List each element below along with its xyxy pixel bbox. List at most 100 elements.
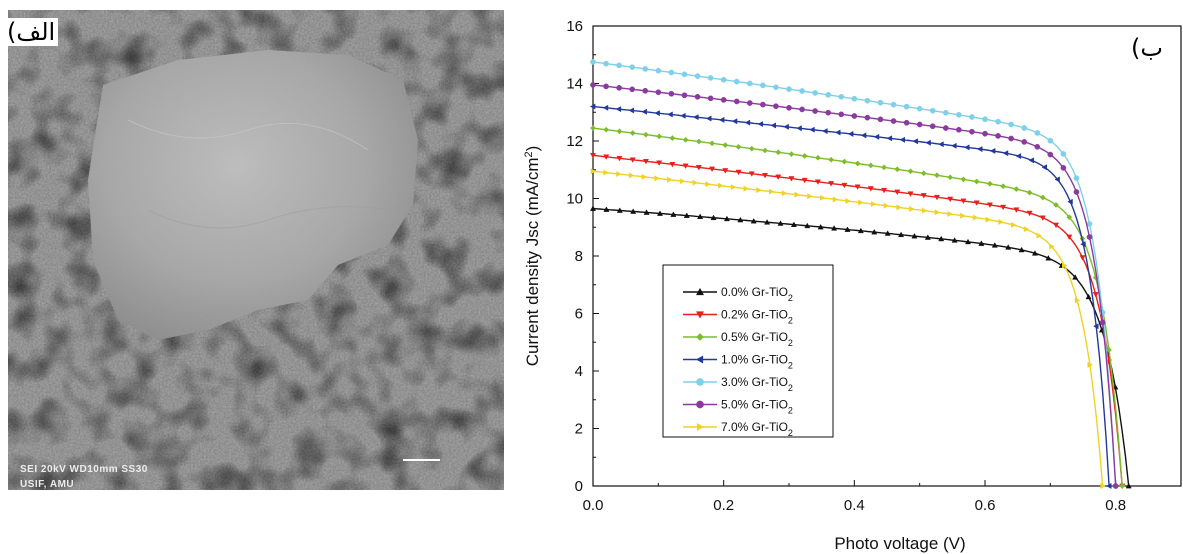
data-point-marker — [912, 138, 918, 145]
legend-item: 0.2% Gr-TiO2 — [683, 308, 793, 326]
data-point-marker — [709, 140, 716, 147]
data-point-marker — [1060, 151, 1067, 157]
data-point-marker — [960, 176, 967, 183]
data-point-marker — [1093, 323, 1099, 330]
data-point-marker — [934, 172, 940, 179]
legend-item: 7.0% Gr-TiO2 — [683, 420, 793, 438]
data-point-marker — [832, 196, 839, 203]
data-point-marker — [1041, 164, 1047, 171]
data-point-marker — [1047, 137, 1054, 144]
data-point-marker — [985, 216, 992, 223]
data-point-marker — [722, 142, 729, 149]
data-point-marker — [911, 232, 918, 239]
data-point-marker — [707, 75, 714, 81]
data-point-marker — [590, 125, 596, 132]
data-point-marker — [654, 175, 660, 182]
data-point-marker — [884, 230, 891, 236]
data-point-marker — [722, 168, 729, 174]
data-point-marker — [655, 89, 662, 96]
data-point-marker — [867, 186, 874, 192]
data-point-marker — [951, 237, 958, 243]
data-point-marker — [864, 114, 871, 121]
data-point-marker — [916, 121, 923, 128]
data-point-marker — [1045, 255, 1052, 261]
data-point-marker — [964, 144, 970, 151]
data-point-marker — [822, 128, 828, 135]
data-point-marker — [696, 378, 704, 386]
data-point-marker — [1086, 234, 1093, 240]
data-point-marker — [656, 160, 663, 166]
data-point-marker — [603, 154, 610, 160]
data-point-marker — [681, 71, 688, 78]
legend-label-subscript: 2 — [788, 383, 793, 393]
data-point-marker — [1023, 226, 1030, 233]
y-tick-label: 12 — [566, 133, 583, 150]
data-point-marker — [877, 99, 884, 106]
data-point-marker — [720, 76, 727, 83]
data-point-marker — [969, 128, 975, 135]
data-point-marker — [669, 161, 676, 168]
data-point-marker — [1099, 319, 1106, 326]
data-point-marker — [693, 114, 699, 121]
data-point-marker — [589, 153, 597, 159]
data-point-marker — [864, 97, 871, 104]
legend-item: 0.0% Gr-TiO2 — [683, 285, 793, 303]
data-point-marker — [1021, 125, 1028, 131]
x-tick-label: 0.8 — [1105, 497, 1126, 514]
data-point-marker — [773, 84, 779, 91]
data-point-marker — [692, 179, 699, 186]
data-point-marker — [1013, 207, 1020, 213]
data-point-marker — [896, 204, 902, 211]
data-point-marker — [710, 214, 717, 221]
data-point-marker — [938, 235, 945, 242]
data-point-marker — [748, 145, 755, 152]
data-point-marker — [903, 119, 910, 126]
y-tick-label: 14 — [566, 76, 583, 93]
data-point-marker — [705, 181, 711, 188]
data-point-marker — [695, 311, 705, 319]
panel-label-b: ب) — [1131, 34, 1163, 62]
data-point-marker — [969, 114, 975, 120]
data-point-marker — [1036, 232, 1043, 239]
data-point-marker — [695, 355, 704, 364]
series-0-0-gr-tio2 — [589, 205, 1132, 489]
data-point-marker — [706, 115, 712, 122]
data-point-marker — [790, 221, 797, 227]
data-point-marker — [838, 93, 845, 100]
data-point-marker — [924, 234, 931, 240]
data-point-marker — [718, 116, 725, 123]
data-point-marker — [1005, 244, 1012, 250]
data-point-marker — [1039, 194, 1046, 201]
data-point-marker — [841, 182, 848, 189]
data-point-marker — [694, 93, 701, 100]
data-point-marker — [1000, 183, 1007, 190]
data-point-marker — [854, 160, 861, 167]
data-point-marker — [1074, 297, 1081, 304]
legend-item: 0.5% Gr-TiO2 — [683, 330, 793, 348]
data-point-marker — [629, 130, 636, 136]
data-point-marker — [978, 240, 985, 246]
data-point-marker — [629, 157, 636, 163]
data-point-marker — [1073, 175, 1080, 181]
data-point-marker — [733, 98, 740, 105]
data-point-marker — [1034, 143, 1041, 150]
data-point-marker — [1039, 215, 1046, 221]
y-axis-title-superscript: 2 — [523, 151, 535, 157]
data-point-marker — [773, 103, 779, 110]
data-point-marker — [737, 216, 744, 223]
data-point-marker — [616, 62, 622, 69]
data-point-marker — [1066, 214, 1073, 221]
y-tick-label: 2 — [575, 421, 583, 438]
data-point-marker — [1002, 150, 1009, 157]
data-point-marker — [925, 139, 931, 146]
y-tick-label: 10 — [566, 191, 583, 208]
data-point-marker — [998, 218, 1004, 226]
data-point-marker — [748, 171, 755, 177]
data-point-marker — [1066, 234, 1073, 241]
data-point-marker — [1106, 347, 1112, 353]
data-point-marker — [976, 146, 983, 153]
legend-box — [662, 264, 834, 438]
data-point-marker — [916, 105, 923, 112]
data-point-marker — [807, 193, 813, 200]
data-point-marker — [883, 202, 890, 209]
